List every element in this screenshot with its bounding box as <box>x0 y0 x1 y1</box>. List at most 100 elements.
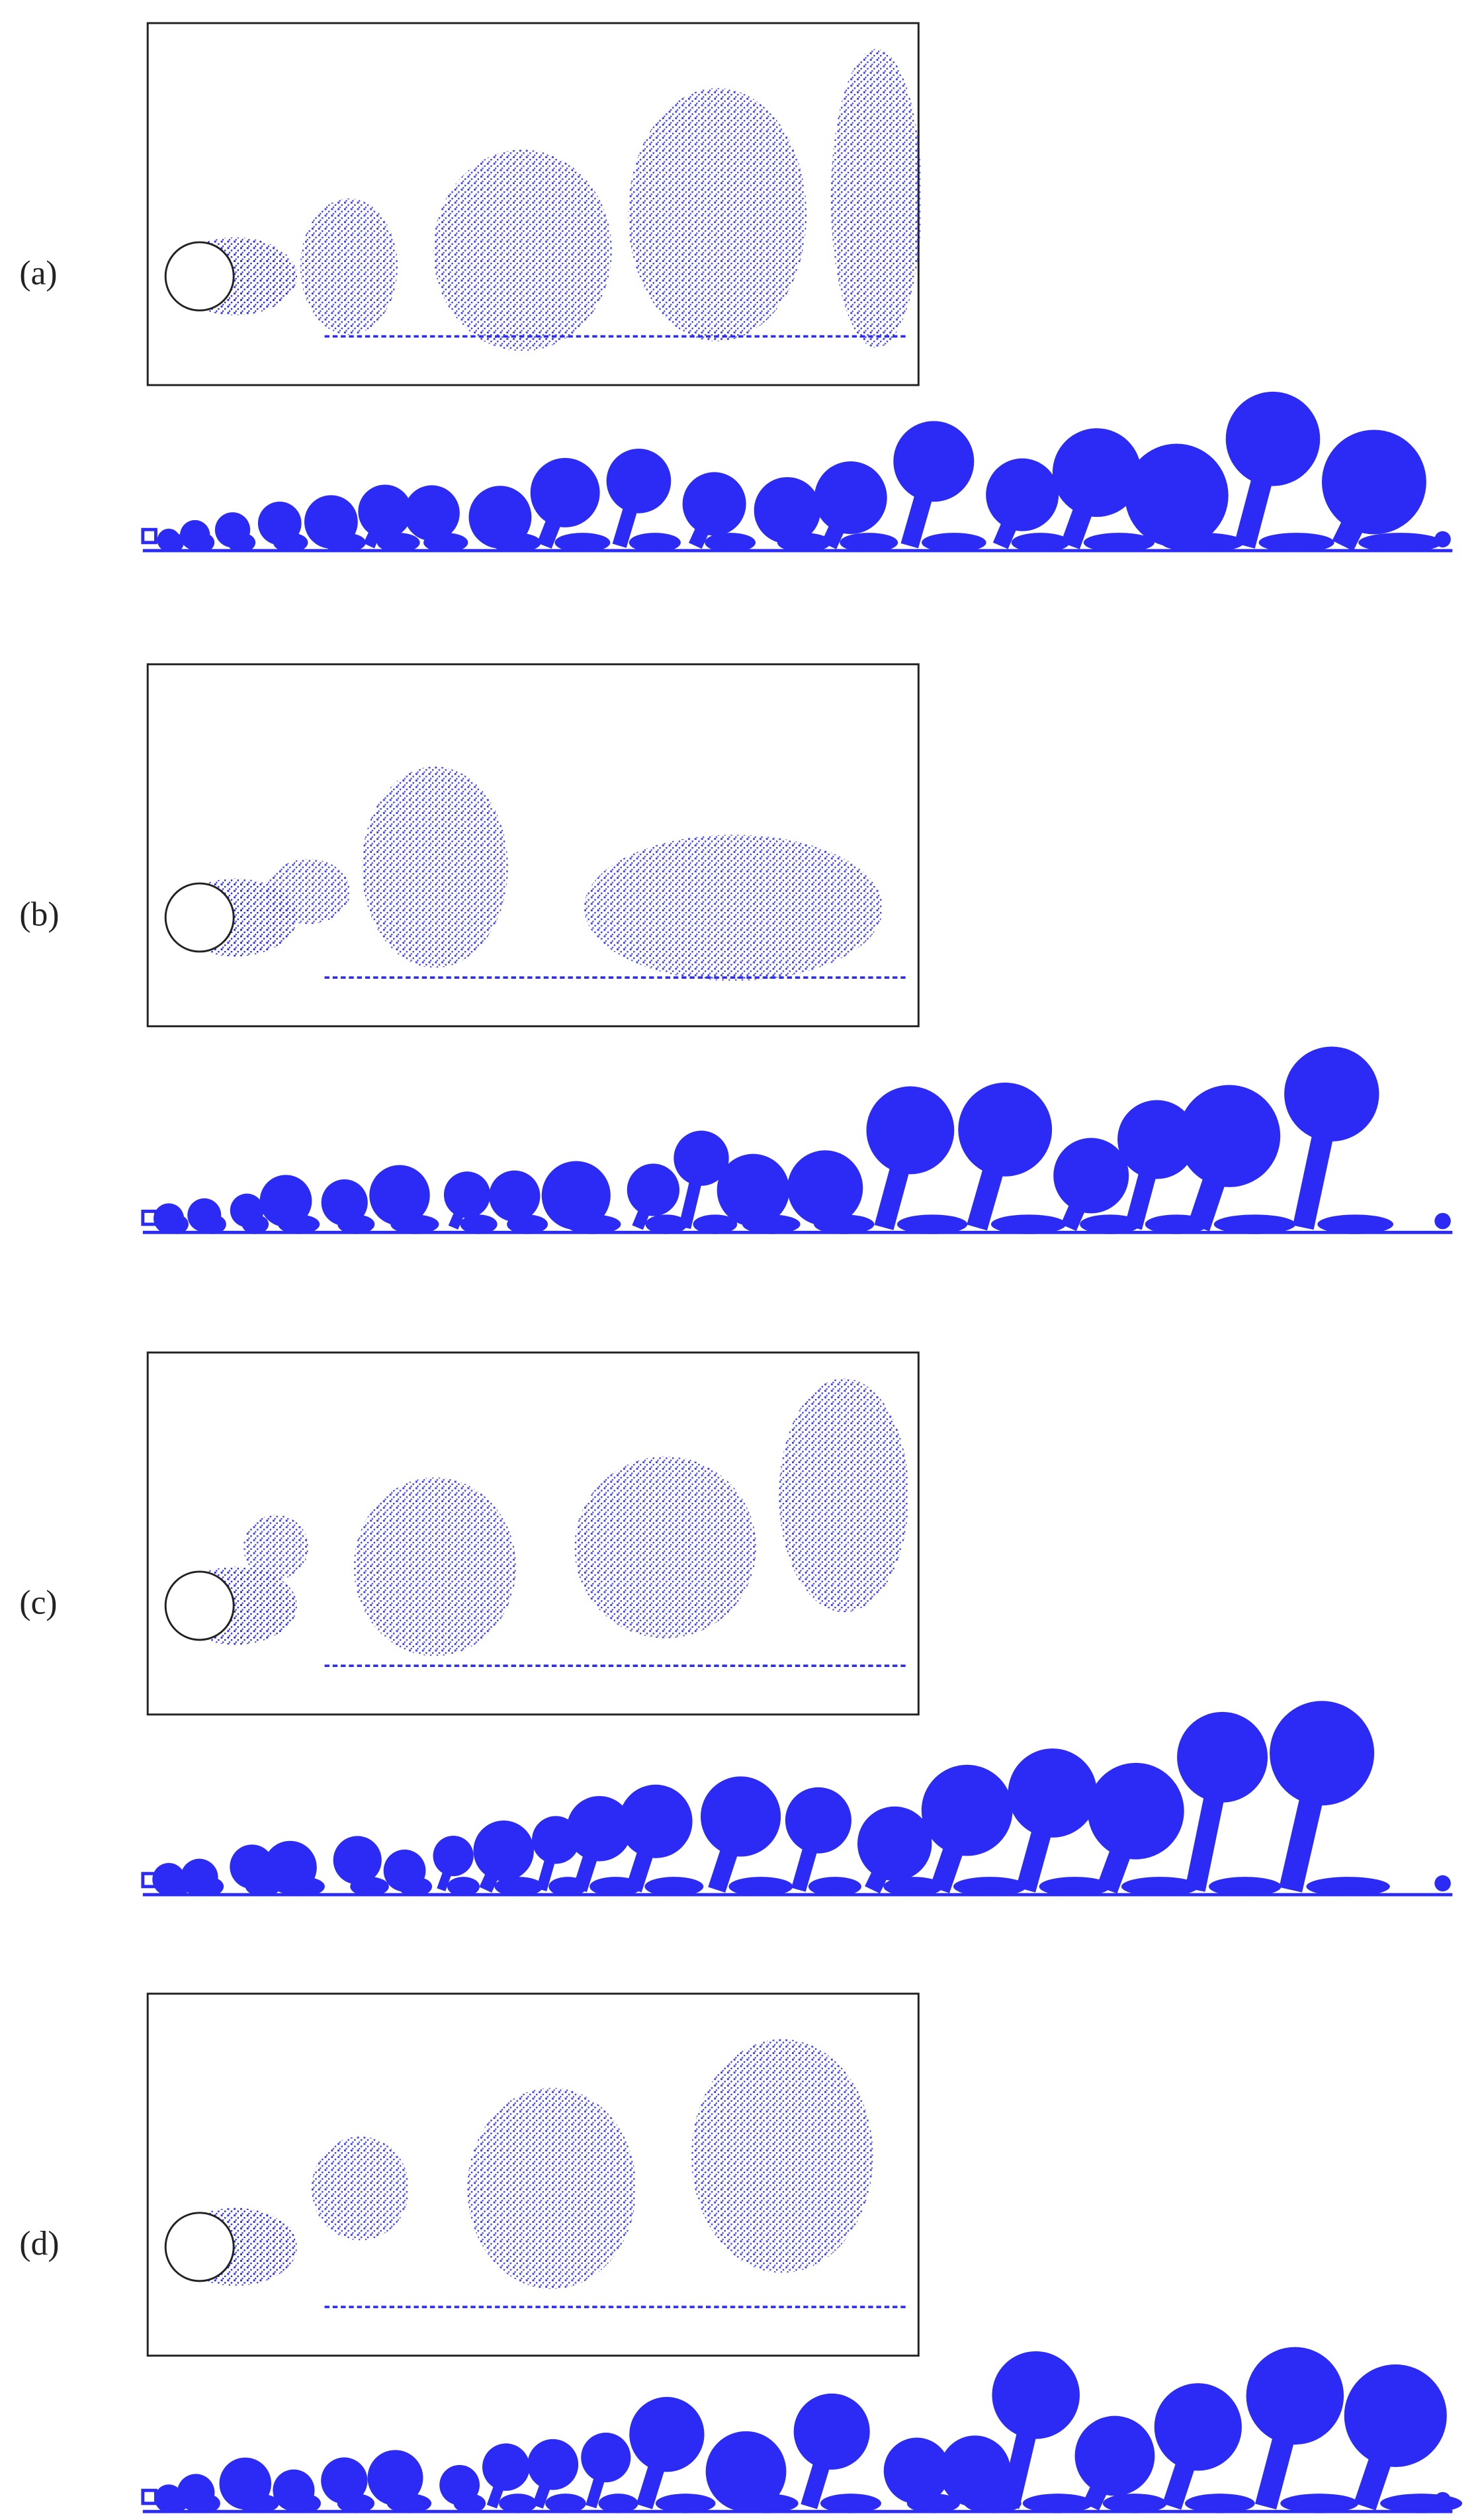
vortex-blob <box>986 458 1059 531</box>
vortex-stem <box>479 1848 510 1893</box>
vortex-stem <box>1255 2393 1306 2510</box>
vortex-blob <box>333 1836 382 1885</box>
vortex-blob <box>1177 1711 1268 1803</box>
vortex-stem <box>1000 2392 1046 2509</box>
vortex-stem <box>1185 1755 1233 1892</box>
vortex-foot <box>629 533 681 553</box>
vortex-stem <box>1124 1137 1166 1230</box>
vortex-foot <box>1358 533 1442 553</box>
vortex-foot <box>742 1214 801 1234</box>
vortex-foot <box>423 533 468 553</box>
vortex-stem <box>1061 1172 1099 1232</box>
vortex-foot <box>499 2494 537 2513</box>
vortex-foot <box>655 2494 716 2513</box>
vortex-stem <box>1061 469 1107 549</box>
vortex-stem <box>874 1128 920 1230</box>
vortex-blob <box>921 1764 1013 1856</box>
vortex-foot <box>447 1877 480 1897</box>
cylinder <box>164 882 235 953</box>
vortex-blob <box>489 1170 541 1222</box>
particle-cloud <box>433 150 612 351</box>
vortex-stem <box>865 1840 902 1894</box>
vortex-foot <box>460 1214 498 1234</box>
panel-label: (c) <box>19 1584 57 1621</box>
vortex-foot <box>1185 2494 1255 2513</box>
vortex-blob <box>321 1179 368 1226</box>
vortex-foot <box>777 533 831 553</box>
vortex-stem <box>537 490 573 549</box>
vortex-foot <box>1317 1214 1394 1234</box>
vortex-foot <box>1213 1214 1296 1234</box>
vortex-foot <box>190 533 215 553</box>
vortex-foot <box>1080 1214 1141 1234</box>
particle-cloud <box>584 834 883 981</box>
vortex-foot <box>644 1877 704 1897</box>
vortex-foot <box>390 1214 439 1234</box>
cylinder <box>164 241 235 312</box>
vortex-blob <box>1434 531 1451 548</box>
vortex-foot <box>494 1877 543 1897</box>
vortex-foot <box>337 2494 375 2513</box>
vortex-blob <box>1052 428 1141 518</box>
vortex-foot <box>645 1214 687 1234</box>
vortex-blob <box>939 2435 1011 2507</box>
vortex-foot <box>566 1214 621 1234</box>
vortex-foot <box>953 1877 1027 1897</box>
particle-cloud <box>467 2087 636 2290</box>
vortex-foot <box>287 2494 321 2513</box>
vortex-foot <box>840 533 898 553</box>
vortex-blob <box>787 1150 863 1226</box>
vortex-foot <box>193 1877 224 1897</box>
vortex-foot <box>598 2494 638 2513</box>
vortex-stem <box>1016 1790 1063 1893</box>
panel: (a) <box>19 22 1453 553</box>
vortex-stem <box>632 1187 659 1230</box>
vortex-blob <box>541 1161 611 1230</box>
vortex-blob <box>369 1165 430 1226</box>
vortex-blob <box>893 421 975 502</box>
vortex-stem <box>1293 1091 1342 1230</box>
vortex-foot <box>241 1214 269 1234</box>
vortex-foot <box>922 533 986 553</box>
vortex-foot <box>1209 1877 1282 1897</box>
vortex-foot <box>1258 533 1334 553</box>
vortex-stem <box>448 1192 472 1230</box>
vortex-stem <box>1082 2452 1123 2511</box>
vortex-stem <box>900 459 943 549</box>
vortex-blob <box>321 2457 368 2504</box>
vortex-foot <box>1280 2494 1359 2513</box>
panel: (b) <box>19 663 1453 1234</box>
particle-cloud <box>830 49 922 348</box>
particle-cloud <box>574 1456 757 1639</box>
vortex-stem <box>967 1126 1016 1231</box>
vortex-blob <box>1087 1762 1184 1860</box>
vortex-foot <box>398 1877 433 1897</box>
vortex-stem <box>1188 1132 1241 1232</box>
particle-cloud <box>311 2136 410 2241</box>
vortex-foot <box>1160 533 1244 553</box>
vortex-stem <box>612 478 646 548</box>
vortex-stem <box>1096 1807 1147 1894</box>
vortex-foot <box>990 1214 1066 1234</box>
vortex-stem <box>930 1807 977 1893</box>
vortex-foot <box>165 533 184 553</box>
vortex-foot <box>507 1214 548 1234</box>
vortex-blob <box>1434 2492 1451 2509</box>
vortex-foot <box>490 533 541 553</box>
particle-cloud <box>353 1477 517 1656</box>
panel: (c) <box>19 1351 1453 1897</box>
vortex-foot <box>1022 2494 1093 2513</box>
particle-cloud <box>300 198 398 335</box>
vortex-blob <box>1434 1875 1451 1892</box>
vortex-blob <box>717 1153 790 1227</box>
vortex-foot <box>337 1214 375 1234</box>
vortex-stem <box>363 509 391 549</box>
vortex-foot <box>376 533 420 553</box>
vortex-blob <box>404 485 460 541</box>
vortex-stem <box>678 1157 708 1230</box>
vortex-stem <box>1162 2423 1207 2510</box>
vortex-stem <box>486 2465 511 2509</box>
vortex-foot <box>820 2494 881 2513</box>
vortex-stem <box>1279 1750 1334 1893</box>
vortex-stem <box>586 2456 611 2509</box>
